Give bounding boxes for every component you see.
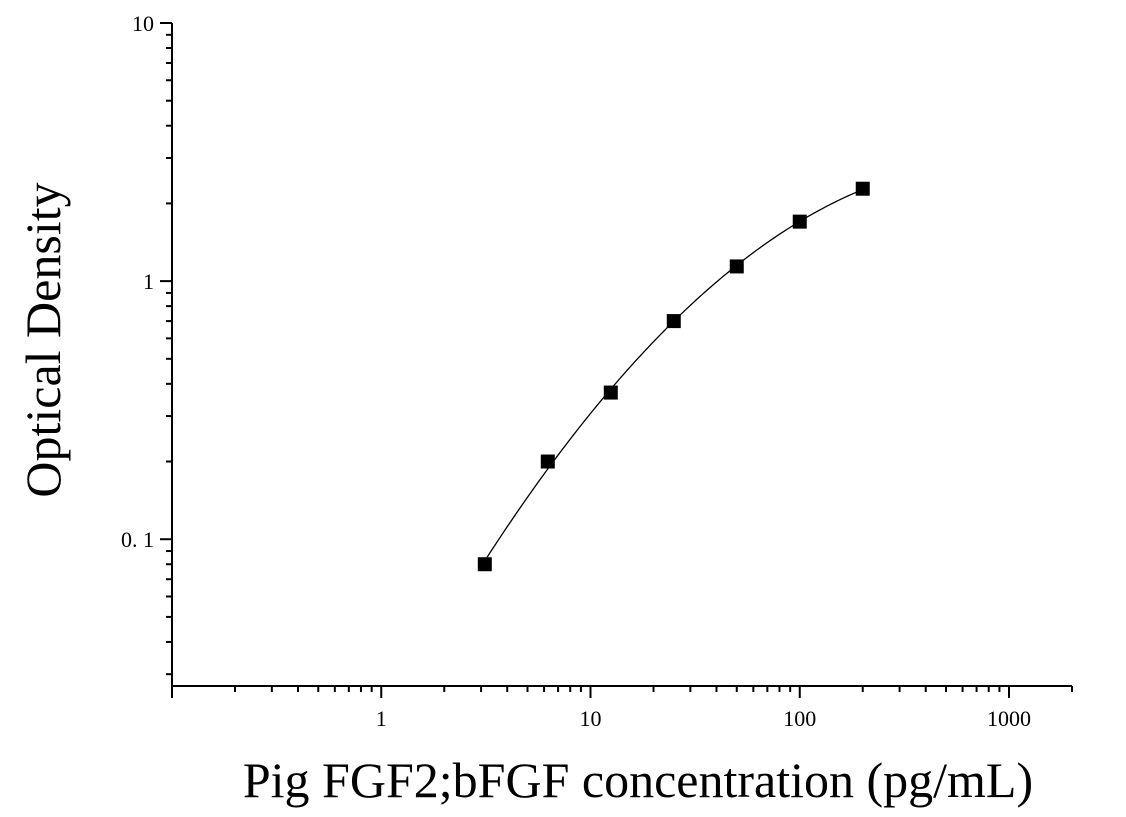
- x-tick-label: 1: [376, 706, 387, 731]
- x-axis-title: Pig FGF2;bFGF concentration (pg/mL): [243, 752, 1033, 808]
- y-tick-label: 10: [132, 11, 154, 36]
- y-axis-title: Optical Density: [15, 182, 71, 497]
- x-tick-label: 100: [783, 706, 816, 731]
- y-tick-label: 1: [143, 269, 154, 294]
- data-point: [729, 259, 744, 274]
- fitted-curve: [484, 188, 863, 562]
- fitted-curve-layer: [484, 188, 863, 562]
- data-point: [603, 385, 618, 400]
- x-tick-label: 1000: [987, 706, 1031, 731]
- data-points: [477, 181, 870, 572]
- data-point: [855, 181, 870, 196]
- data-point: [477, 557, 492, 572]
- data-point: [540, 454, 555, 469]
- y-tick-label: 0. 1: [121, 527, 154, 552]
- axis-labels: 1 10 100 1000 0. 1 1 10: [121, 11, 1031, 731]
- axes: [160, 22, 1073, 698]
- x-tick-label: 10: [580, 706, 602, 731]
- data-point: [666, 314, 681, 329]
- data-point: [792, 214, 807, 229]
